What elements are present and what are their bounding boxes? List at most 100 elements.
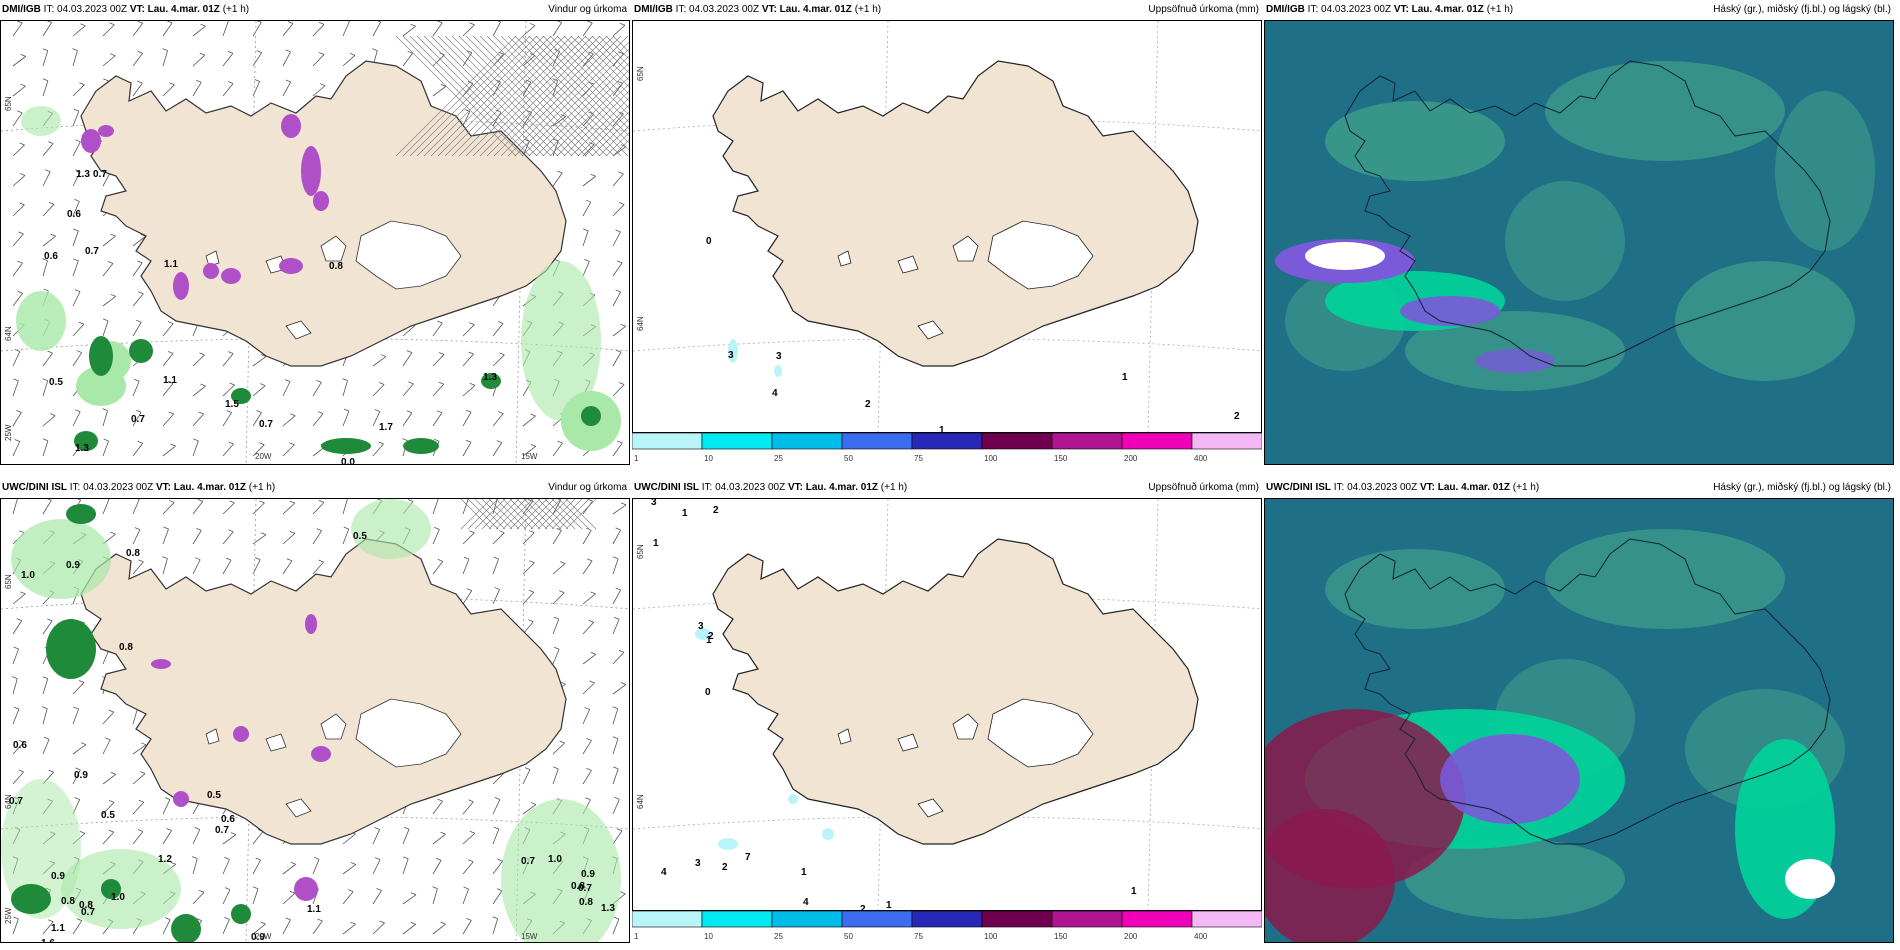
value-label: 3 — [698, 621, 704, 632]
value-label: 0 — [706, 236, 712, 247]
wind-barb — [522, 55, 536, 67]
snow-precip-areas — [151, 614, 331, 901]
wind-barb — [612, 738, 619, 755]
wind-barb — [582, 144, 595, 157]
wind-barb — [192, 413, 204, 427]
wind-barb-flag — [285, 49, 291, 53]
valid-time-label: VT: — [155, 482, 171, 493]
wind-barb-flag — [318, 500, 325, 503]
value-label: 0.5 — [353, 531, 367, 542]
wind-barb-flag — [524, 767, 531, 770]
wind-barb-flag — [557, 440, 563, 444]
wind-barb-flag — [615, 289, 621, 293]
iceland-landmass — [80, 60, 567, 367]
wind-barb-flag — [75, 767, 81, 771]
wind-barb — [252, 559, 261, 575]
wind-barb-flag — [343, 408, 350, 412]
wind-barb — [552, 172, 563, 187]
wind-barb-flag — [587, 21, 593, 24]
value-label: 2 — [708, 631, 714, 642]
wind-barb — [492, 558, 499, 575]
hatch-line — [530, 499, 562, 530]
wind-barb — [522, 25, 536, 37]
wind-barb-flag — [256, 410, 262, 413]
panel-title: Uppsöfnuð úrkoma (mm) — [1148, 482, 1259, 493]
wind-barb — [162, 353, 174, 367]
wind-barb-flag — [73, 706, 79, 710]
snow-precip-area — [311, 746, 331, 762]
colorbar-swatch — [911, 432, 983, 450]
wind-barb — [372, 890, 382, 905]
value-label: 1 — [653, 538, 659, 549]
wind-barb-flag — [586, 527, 592, 531]
hatch-line — [458, 35, 580, 157]
map-area — [1264, 20, 1894, 465]
wind-barb-flag — [463, 556, 470, 560]
wind-barb-flag — [586, 738, 592, 741]
wind-barb-flag — [313, 856, 320, 860]
hatch-line — [488, 499, 520, 530]
wind-barb — [72, 171, 81, 187]
wind-barb-flag — [73, 258, 79, 262]
wind-barb — [432, 860, 442, 875]
wind-barb — [312, 859, 320, 875]
wind-barb-flag — [320, 83, 326, 86]
colorbar-swatch — [631, 910, 703, 928]
wind-barb — [432, 888, 438, 905]
wind-barb-flag — [589, 142, 595, 145]
wind-barb-flag — [290, 413, 296, 417]
colorbar-tick-label: 1 — [634, 454, 639, 463]
wind-barb-flag — [137, 80, 143, 84]
colorbar-tick-label: 10 — [704, 932, 713, 941]
wind-barb — [12, 262, 23, 277]
wind-barb-flag — [260, 383, 266, 387]
accum-precip-area — [774, 365, 782, 377]
glacier — [897, 733, 919, 752]
wind-barb — [552, 563, 566, 575]
wind-barb — [312, 561, 324, 575]
value-label: 1.6 — [41, 938, 55, 943]
wind-barb-flag — [76, 918, 83, 922]
wind-barb-flag — [48, 769, 54, 773]
wind-barb — [12, 620, 23, 635]
wind-barb — [102, 440, 109, 457]
hatch-line — [521, 48, 629, 157]
wind-barb-flag — [12, 676, 18, 679]
glacier — [987, 220, 1094, 290]
lead-time: (+1 h) — [248, 482, 276, 493]
wind-barb — [582, 22, 593, 37]
wind-barb — [372, 411, 381, 427]
wind-barb — [522, 81, 532, 97]
colorbar-swatch — [1191, 910, 1263, 928]
iceland-landmass — [80, 538, 567, 845]
wind-barb-flag — [530, 413, 536, 417]
wind-barb — [12, 22, 23, 37]
accum-precip-area — [718, 838, 738, 850]
wind-barb — [432, 86, 447, 97]
wind-barb-flag — [349, 52, 356, 56]
wind-barb-flag — [620, 682, 627, 685]
model-name: UWC/DINI ISL — [2, 482, 67, 493]
wind-barb-flag — [586, 558, 593, 562]
coastline — [80, 60, 567, 367]
wind-barb-flag — [74, 289, 81, 293]
wind-barb-flag — [136, 409, 142, 413]
map-area: 0 3 3 4 2 1 1 2 65N 64N — [632, 20, 1262, 433]
wind-barb — [582, 654, 597, 665]
value-label: 0.7 — [93, 169, 107, 180]
colorbar: 1 10 25 50 75 100 150 200 400 — [631, 432, 1263, 465]
wind-barb-flag — [166, 828, 172, 831]
wind-barb — [252, 923, 266, 935]
wind-barb — [612, 799, 620, 815]
hatch-line — [598, 125, 629, 157]
very-high-cloud-area — [1440, 734, 1580, 824]
wind-barb — [372, 829, 381, 845]
wind-barb — [492, 21, 501, 37]
wind-barb — [222, 53, 234, 67]
wind-barb — [132, 293, 144, 307]
wind-barb-flag — [17, 110, 23, 114]
valid-time: Lau. 4.mar. 01Z — [173, 482, 247, 493]
glacier — [987, 698, 1094, 768]
wind-barb — [582, 709, 591, 725]
